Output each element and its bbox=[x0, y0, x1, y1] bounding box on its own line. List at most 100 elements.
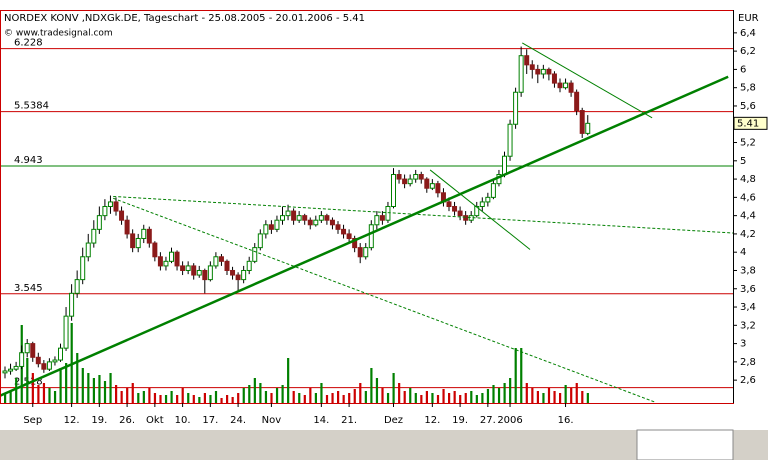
candle-body bbox=[479, 201, 485, 208]
volume-bar bbox=[192, 395, 195, 403]
volume-bar bbox=[31, 373, 34, 403]
candle-body bbox=[413, 174, 419, 180]
background bbox=[0, 0, 768, 430]
volume-bar bbox=[281, 385, 284, 403]
candle-body bbox=[213, 256, 219, 267]
y-tick-label: 6 bbox=[740, 64, 746, 75]
candle-body bbox=[185, 265, 191, 271]
candle-body bbox=[457, 210, 463, 217]
volume-bar bbox=[481, 393, 484, 403]
candle-body bbox=[352, 237, 358, 249]
y-tick-label: 6,2 bbox=[740, 46, 756, 57]
candle-body bbox=[30, 343, 36, 358]
volume-bar bbox=[581, 391, 584, 403]
candle-body bbox=[207, 265, 213, 281]
candle-body bbox=[518, 55, 524, 93]
candle-body bbox=[296, 215, 302, 221]
volume-bar bbox=[264, 391, 268, 403]
volume-bar bbox=[37, 385, 40, 403]
candle-body bbox=[80, 256, 86, 281]
volume-bar bbox=[542, 393, 545, 403]
volume-bar bbox=[220, 398, 223, 403]
candle-body bbox=[224, 260, 230, 271]
candle-body bbox=[313, 219, 319, 226]
level-label: 3.545 bbox=[14, 283, 43, 294]
volume-bar bbox=[536, 391, 539, 403]
candle-body bbox=[63, 315, 69, 349]
y-tick-label: 3 bbox=[740, 339, 746, 350]
x-tick-label: 10. bbox=[175, 415, 191, 426]
candle-body bbox=[69, 292, 75, 317]
x-tick-label: 21. bbox=[341, 415, 357, 426]
candle-body bbox=[391, 174, 396, 207]
candle-body bbox=[485, 196, 491, 203]
candle-body bbox=[363, 247, 369, 258]
x-tick-label: Sep bbox=[23, 415, 42, 426]
candle-body bbox=[235, 274, 241, 281]
trend-line bbox=[113, 197, 656, 403]
y-tick-label: 4,2 bbox=[740, 229, 756, 240]
volume-bar bbox=[570, 388, 573, 403]
volume-bar bbox=[342, 395, 345, 403]
trend-line bbox=[429, 169, 531, 250]
candle-body bbox=[13, 365, 19, 370]
volume-bar bbox=[148, 388, 151, 403]
candle-body bbox=[490, 183, 496, 198]
volume-bar bbox=[176, 395, 179, 403]
volume-bar bbox=[398, 383, 401, 403]
volume-bar bbox=[420, 395, 423, 403]
volume-bar bbox=[431, 393, 434, 403]
volume-bar bbox=[559, 393, 562, 403]
candle-body bbox=[585, 122, 591, 134]
volume-bar bbox=[492, 385, 495, 403]
candle-body bbox=[524, 55, 530, 66]
x-tick-label: 24. bbox=[230, 415, 246, 426]
last-price-box bbox=[733, 116, 768, 130]
volume-bar bbox=[331, 393, 334, 403]
y-tick-label: 4,8 bbox=[740, 174, 756, 185]
volume-bar bbox=[292, 391, 295, 403]
y-tick-label: 4,4 bbox=[740, 211, 756, 222]
chart-title: NORDEX KONV ,NDXGk.DE, Tageschart - 25.0… bbox=[4, 13, 365, 24]
volume-bar bbox=[26, 358, 29, 403]
candle-body bbox=[8, 368, 14, 372]
candle-body bbox=[152, 242, 158, 258]
trend-line bbox=[0, 75, 729, 397]
candle-body bbox=[374, 215, 380, 226]
candle-body bbox=[546, 68, 552, 75]
volume-bar bbox=[359, 383, 362, 403]
last-price-label: 5.41 bbox=[737, 118, 759, 129]
volume-bar bbox=[115, 385, 118, 403]
volume-bar bbox=[503, 383, 506, 403]
candle-body bbox=[135, 237, 141, 249]
candle-body bbox=[379, 215, 385, 221]
candle-body bbox=[268, 224, 274, 230]
candle-body bbox=[174, 251, 180, 267]
volume-bar bbox=[453, 391, 456, 403]
currency: EUR bbox=[738, 13, 759, 24]
volume-bar bbox=[270, 393, 273, 403]
volume-bar bbox=[475, 395, 478, 403]
x-tick-label: 19. bbox=[91, 415, 107, 426]
candle-body bbox=[85, 242, 91, 258]
candle-body bbox=[246, 260, 252, 271]
volume-bar bbox=[231, 397, 234, 403]
volume-bar bbox=[520, 348, 523, 403]
y-tick-label: 4 bbox=[740, 247, 746, 258]
candle-body bbox=[551, 73, 557, 84]
volume-bar bbox=[76, 353, 79, 403]
volume-bar bbox=[226, 395, 229, 403]
candle-body bbox=[446, 201, 452, 208]
volume-bar bbox=[209, 395, 212, 403]
volume-bar bbox=[320, 383, 323, 403]
y-tick-label: 3,4 bbox=[740, 302, 756, 313]
candle-body bbox=[507, 123, 513, 157]
candle-body bbox=[257, 233, 263, 249]
candle-body bbox=[41, 363, 47, 370]
x-tick-label: Okt bbox=[146, 415, 164, 426]
volume-bar bbox=[159, 395, 162, 403]
candle-body bbox=[452, 206, 458, 212]
volume-bar bbox=[109, 373, 112, 403]
candle-body bbox=[91, 228, 97, 244]
